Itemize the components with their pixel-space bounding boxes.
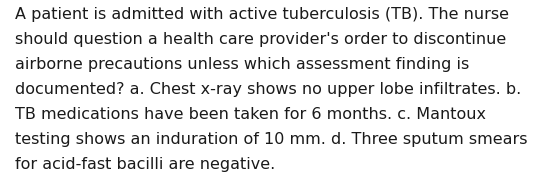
Text: A patient is admitted with active tuberculosis (TB). The nurse: A patient is admitted with active tuberc… [16,7,509,22]
Text: should question a health care provider's order to discontinue: should question a health care provider's… [16,32,507,47]
Text: airborne precautions unless which assessment finding is: airborne precautions unless which assess… [16,57,470,72]
Text: documented? a. Chest x-ray shows no upper lobe infiltrates. b.: documented? a. Chest x-ray shows no uppe… [16,82,522,97]
Text: TB medications have been taken for 6 months. c. Mantoux: TB medications have been taken for 6 mon… [16,107,487,122]
Text: for acid-fast bacilli are negative.: for acid-fast bacilli are negative. [16,157,276,172]
Text: testing shows an induration of 10 mm. d. Three sputum smears: testing shows an induration of 10 mm. d.… [16,132,528,147]
